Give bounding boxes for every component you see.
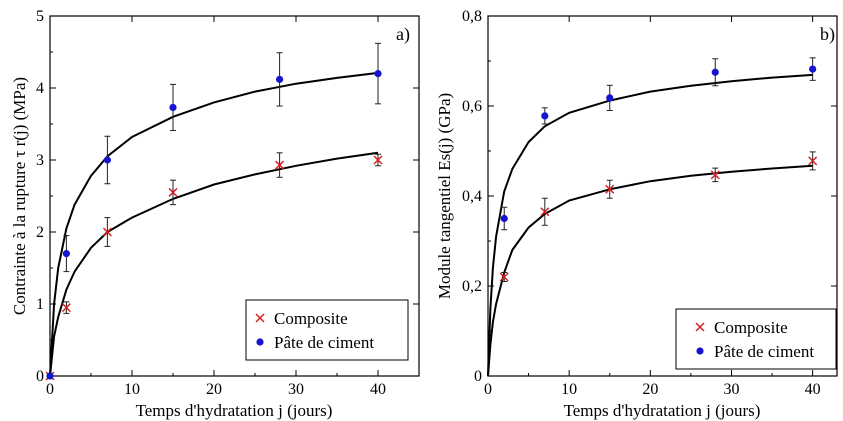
series-b-0-point-4 — [808, 156, 818, 166]
y-tick-label-a-1: 1 — [36, 296, 44, 313]
legend-marker-a-0 — [255, 313, 265, 323]
series-b-1-fit-curve — [487, 73, 813, 377]
series-b-0-point-1-stroke-2 — [540, 207, 550, 217]
series-a-1-point-1 — [62, 250, 70, 258]
legend-b: Composite Pâte de ciment — [675, 308, 837, 370]
y-tick-label-a-2: 2 — [36, 224, 44, 241]
legend-a: Composite Pâte de ciment — [245, 299, 409, 361]
series-b-1-point-2 — [606, 94, 614, 102]
x-tick-label-b-2: 20 — [642, 381, 658, 398]
series-b-1-point-1 — [541, 112, 549, 120]
x-tick-label-a-4: 40 — [370, 381, 386, 398]
y-tick-label-b-1: 0,2 — [462, 278, 482, 295]
x-axis-title-b: Temps d'hydratation j (jours) — [564, 401, 761, 420]
series-a-0-point-2-stroke-2 — [102, 227, 112, 237]
legend-marker-b-0-stroke-2 — [695, 322, 705, 332]
series-b-0-point-0-stroke-2 — [499, 272, 509, 282]
series-a-0-point-4-stroke-2 — [275, 160, 285, 170]
legend-marker-b-0 — [695, 322, 705, 332]
series-a-0-point-5 — [373, 155, 383, 165]
legend-box-b — [675, 308, 837, 370]
y-tick-label-b-0: 0 — [474, 368, 482, 385]
x-tick-label-a-1: 10 — [124, 381, 140, 398]
series-a-1-point-5 — [374, 70, 382, 78]
marks-a — [45, 42, 383, 381]
series-b-0-point-3 — [710, 170, 720, 180]
series-a-1-point-2 — [103, 156, 111, 164]
series-b-0-point-3-stroke-2 — [710, 170, 720, 180]
x-tick-label-b-3: 30 — [723, 381, 739, 398]
series-b-0-point-0 — [499, 272, 509, 282]
series-a-0-point-3 — [168, 187, 178, 197]
series-a-1-point-3 — [169, 103, 177, 112]
series-b-1-point-0 — [500, 214, 508, 223]
marks-b — [487, 57, 818, 377]
legend-box-a — [245, 299, 409, 361]
series-a-1-point-4 — [276, 75, 284, 83]
series-b-0-point-4-stroke-2 — [808, 156, 818, 166]
panel-b: 0 10 20 30 40 0 0,2 0,4 0,6 0,8 b) Temps d'hydrat… — [435, 8, 838, 420]
legend-marker-b-1 — [696, 347, 704, 355]
y-axis-title-a: Contrainte à la rupture τ r(j) (MPa) — [10, 77, 29, 315]
x-tick-label-a-3: 30 — [288, 381, 304, 398]
series-a-0-point-5-stroke-2 — [373, 155, 383, 165]
panel-a: 0 10 20 30 40 0 1 2 3 4 5 a) Temps d'hydratation j… — [10, 8, 420, 420]
y-tick-label-a-4: 4 — [36, 80, 44, 97]
legend-label-composite-b: Composite — [714, 318, 788, 337]
y-tick-label-b-3: 0,6 — [462, 98, 482, 115]
x-tick-label-b-1: 10 — [561, 381, 577, 398]
series-b-0-point-1 — [540, 207, 550, 217]
series-b-1-point-4 — [809, 65, 817, 73]
series-a-0-point-4 — [275, 160, 285, 170]
y-tick-label-b-4: 0,8 — [462, 8, 482, 25]
series-b-0-point-2-stroke-2 — [605, 184, 615, 194]
series-a-0-point-1 — [61, 303, 71, 313]
series-b-0-point-2 — [605, 184, 615, 194]
y-tick-label-b-2: 0,4 — [462, 188, 482, 205]
series-a-1-fit-curve — [49, 71, 379, 377]
series-a-0-point-1-stroke-2 — [61, 303, 71, 313]
legend-label-pate-b: Pâte de ciment — [714, 342, 814, 361]
y-tick-label-a-0: 0 — [36, 368, 44, 385]
y-axis-title-b: Module tangentiel Es(j) (GPa) — [435, 93, 454, 299]
panel-label-a: a) — [396, 24, 410, 45]
legend-marks-a — [255, 313, 265, 346]
series-b-1-point-3 — [711, 68, 719, 76]
ticks-b: 0 10 20 30 40 0 0,2 0,4 0,6 0,8 — [462, 8, 837, 398]
series-a-1-point-0 — [46, 372, 54, 380]
series-a-0-point-2 — [102, 227, 112, 237]
legend-label-pate-a: Pâte de ciment — [274, 333, 374, 352]
series-a-0-point-3-stroke-2 — [168, 187, 178, 197]
x-tick-label-b-4: 40 — [805, 381, 821, 398]
legend-marker-a-0-stroke-2 — [255, 313, 265, 323]
x-tick-label-a-0: 0 — [46, 381, 54, 398]
x-tick-label-b-0: 0 — [484, 381, 492, 398]
x-axis-title-a: Temps d'hydratation j (jours) — [136, 401, 333, 420]
panel-label-b: b) — [820, 24, 835, 45]
legend-marker-a-1 — [256, 338, 264, 346]
legend-label-composite-a: Composite — [274, 309, 348, 328]
y-tick-label-a-3: 3 — [36, 152, 44, 169]
series-a-0-fit-curve — [49, 151, 379, 377]
y-tick-label-a-5: 5 — [36, 8, 44, 25]
legend-marks-b — [695, 322, 705, 355]
x-tick-label-a-2: 20 — [206, 381, 222, 398]
